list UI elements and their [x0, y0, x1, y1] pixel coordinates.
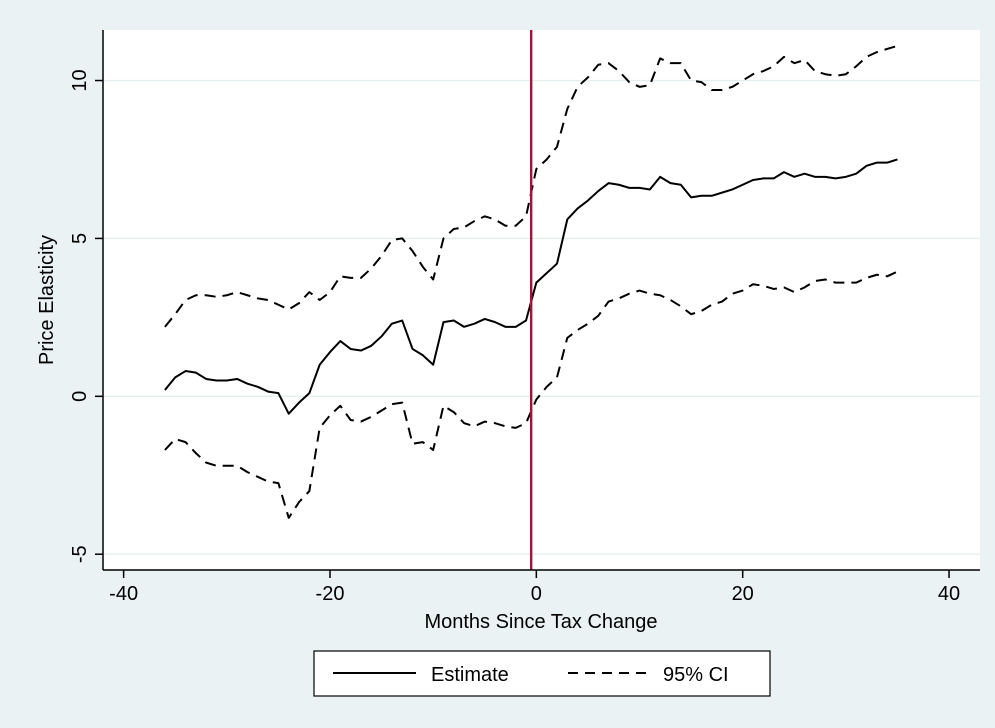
- legend-label-estimate: Estimate: [431, 664, 509, 686]
- x-tick-label: 40: [938, 583, 960, 605]
- x-tick-label: 20: [732, 583, 754, 605]
- y-axis: -5 0 5 10: [69, 69, 103, 563]
- x-tick-label: 0: [531, 583, 542, 605]
- legend: Estimate 95% CI: [313, 650, 771, 697]
- x-axis-title: Months Since Tax Change: [424, 611, 657, 633]
- y-tick-label: 5: [69, 233, 91, 244]
- legend-label-ci: 95% CI: [663, 664, 729, 686]
- y-tick-label: 0: [69, 391, 91, 402]
- x-tick-label: -40: [109, 583, 138, 605]
- x-axis: -40 -20 0 20 40: [109, 570, 960, 605]
- plot-area: [103, 30, 980, 570]
- y-axis-title: Price Elasticity: [36, 235, 58, 365]
- y-tick-label: 10: [69, 69, 91, 91]
- y-tick-label: -5: [69, 545, 91, 563]
- x-tick-label: -20: [316, 583, 345, 605]
- gridlines: [103, 79, 980, 555]
